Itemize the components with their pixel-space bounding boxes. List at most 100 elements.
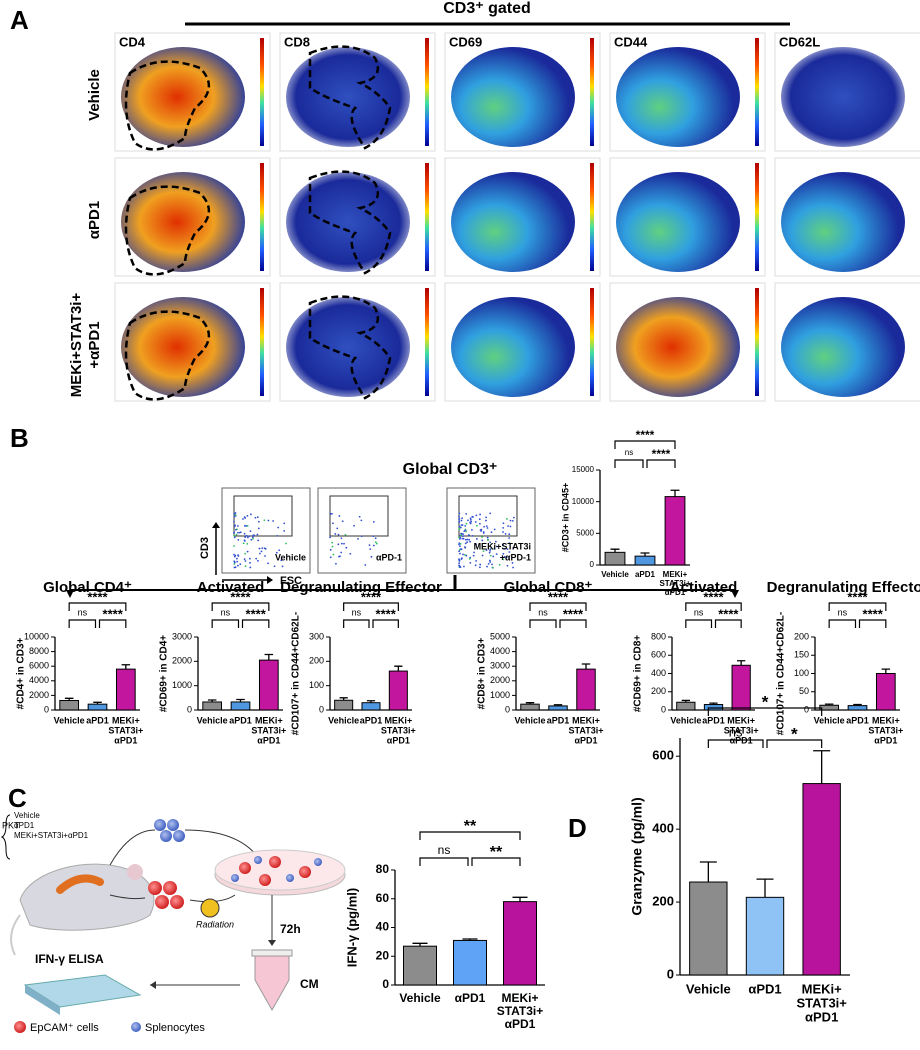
treatment-label: MEKi+STAT3i+αPD1 [14,831,89,840]
flow-event [250,538,253,541]
flow-x-label: FSC [280,575,302,587]
flow-event [503,547,506,550]
x-tick-label: aPD1 [86,715,109,725]
tsne-plot [286,47,410,147]
flow-event [341,520,344,523]
flow-sample-label: +αPD-1 [500,552,531,562]
error-bar [366,700,376,703]
flow-event [332,522,334,525]
flow-event [246,514,249,517]
y-tick-label: 150 [794,650,809,660]
flow-event [464,546,466,548]
flow-event [337,533,340,536]
significance-bracket [471,857,521,866]
flow-event [482,531,485,533]
flow-event [502,543,504,546]
error-bar [525,702,535,705]
x-tick-label: STAT3i+ [497,1004,544,1018]
flow-event [481,554,484,557]
flow-event [233,561,236,564]
x-tick-label: αPD1 [665,588,686,597]
arrow-head [731,590,739,598]
tsne-plot [451,297,575,397]
flow-event [469,517,472,520]
y-axis-label: #CD107+ in CD44+CD62L- [776,612,787,735]
flow-event [372,521,375,523]
bar [503,901,537,986]
chart-title: Activated [670,579,738,596]
flow-event [249,530,252,533]
x-tick-label: STAT3i+ [724,725,759,735]
flow-event [331,545,334,548]
error-bar [853,703,862,706]
y-tick-label: 100 [794,668,809,678]
flow-event [468,557,471,560]
significance-label: ns [438,843,451,857]
flow-event [479,563,482,566]
bar-chart: IFN-γ (pg/ml) 0 20 40 60 80 Vehicle αPD1 MEKi+ST… [344,818,545,1031]
significance-bracket [529,602,587,611]
x-tick-label: αPD1 [748,981,781,996]
flow-event [329,536,331,539]
significance-bracket [211,602,270,611]
bar [403,945,437,986]
y-tick-label: 2000 [172,656,192,666]
color-scale [260,38,264,146]
flow-event [243,539,246,542]
significance-bracket [707,739,764,748]
x-tick-label: STAT3i+ [659,579,690,588]
flow-event [464,529,467,532]
flow-event [458,550,461,553]
flow-event [244,560,247,562]
y-axis-label: #CD8+ in CD3+ [477,637,488,709]
y-tick-label: 0 [661,704,666,714]
flow-event [509,525,512,528]
flow-sample-label: MEKi+STAT3i [474,541,531,551]
y-tick-label: 10000 [572,497,595,506]
flow-event [505,518,508,520]
bar-chart: Granzyme (pg/ml) 0 200 400 600 Vehicle αPD1 MEK… [629,692,850,1024]
cm-label: CM [300,977,319,991]
x-tick-label: STAT3i+ [251,725,286,735]
flow-event [459,526,462,529]
x-tick-label: MEKi+ [255,715,283,725]
arrow [109,829,156,866]
flow-event [358,515,361,518]
error-bar [462,938,478,941]
x-tick-label: αPD1 [455,991,486,1005]
flow-event [489,550,491,552]
y-axis-label: #CD4+ in CD3+ [16,637,27,709]
flow-event [250,513,252,516]
flow-event [237,554,239,557]
flow-event [505,556,508,559]
flow-event [481,536,483,538]
x-tick-label: αPD1 [574,735,597,745]
flow-event [272,520,275,522]
significance-label: **** [103,606,124,621]
flow-event [233,555,236,558]
tsne-plot [121,172,245,272]
flow-event [257,527,260,530]
flow-event [462,535,465,538]
flow-event [465,512,468,515]
error-bar [737,660,746,666]
flow-event [353,524,355,527]
flow-event [487,539,489,541]
flow-event [458,558,460,561]
flow-event [459,542,462,545]
y-tick-label: 0 [382,977,389,991]
flow-event [509,519,512,522]
y-axis-label: #CD107+ in CD44+CD62L- [291,612,302,735]
y-tick-label: 1000 [490,690,510,700]
legend-label: EpCAM⁺ cells [30,1022,99,1034]
bar [731,664,751,711]
flow-event [246,536,249,539]
flow-event [276,534,279,537]
flow-event [233,553,235,556]
flow-event [237,531,239,534]
flow-event [502,552,505,555]
significance-bracket [529,619,557,628]
flow-event [235,528,237,531]
y-tick-label: 1000 [172,680,192,690]
